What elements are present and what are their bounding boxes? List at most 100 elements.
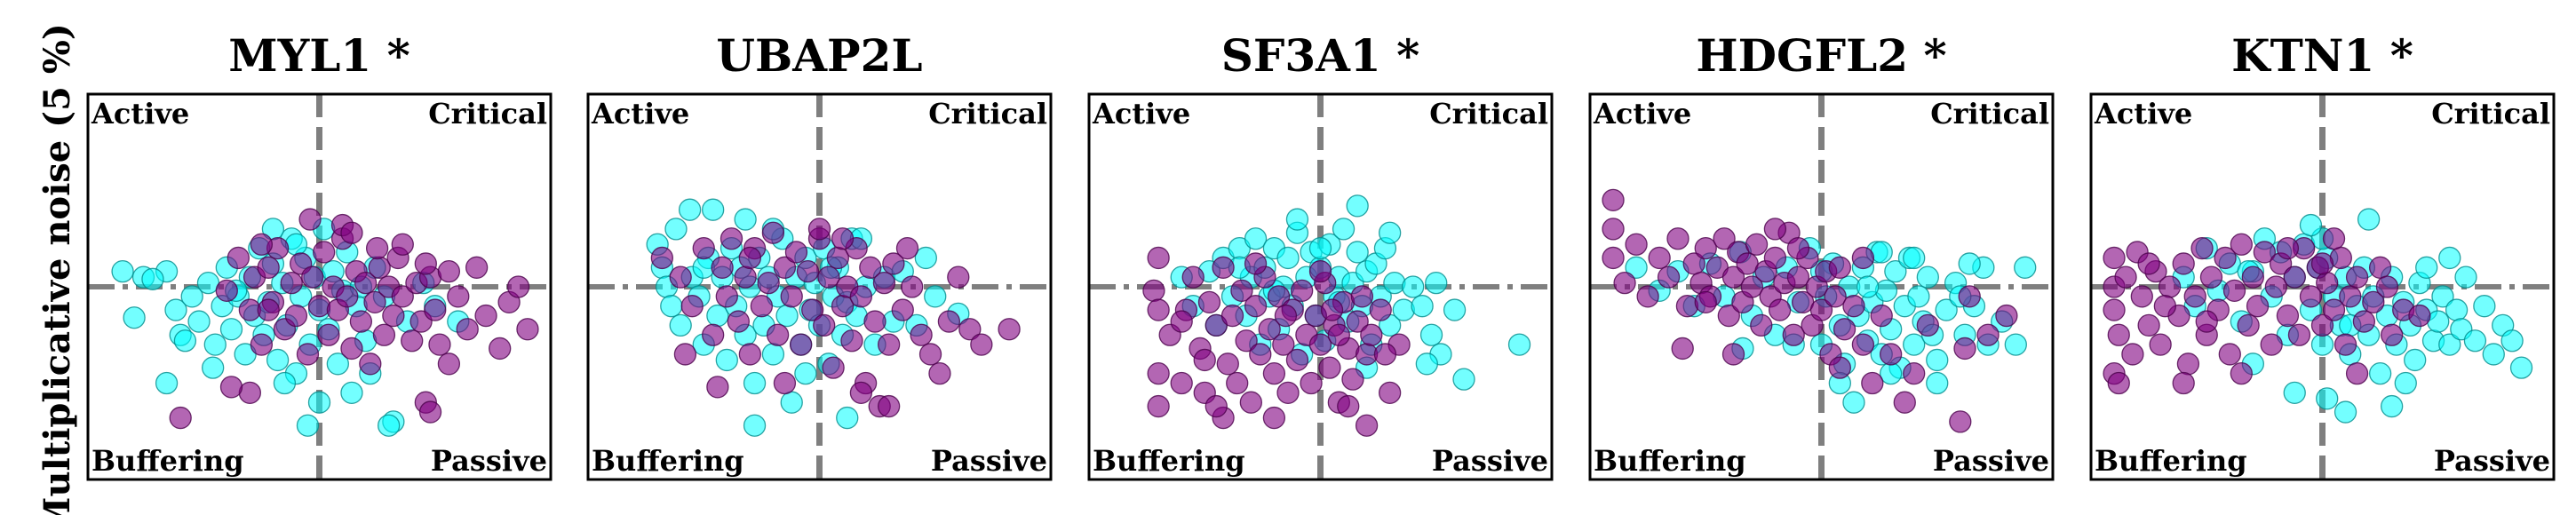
scatter-point <box>250 333 274 356</box>
scatter-point <box>831 227 855 250</box>
scatter-point <box>1694 236 1717 260</box>
scatter-point <box>1694 290 1717 314</box>
quadrant-label-active: Active <box>591 97 689 131</box>
scatter-point <box>706 376 729 399</box>
scatter-point <box>1239 391 1262 414</box>
scatter-point <box>1926 348 1949 372</box>
scatter-point <box>1935 298 1958 321</box>
scatter-point <box>340 381 363 405</box>
scatter-point <box>738 246 761 270</box>
scatter-point <box>1402 275 1425 298</box>
scatter-point <box>1147 298 1170 321</box>
scatter-point <box>465 256 489 279</box>
scatter-point <box>761 221 785 244</box>
scatter-point <box>349 310 373 333</box>
scatter-point <box>2299 213 2323 237</box>
scatter-point <box>901 275 924 298</box>
scatter-point <box>796 259 820 283</box>
scatter-point <box>1602 188 1625 212</box>
scatter-point <box>1276 246 1300 270</box>
scatter-point <box>1809 298 1833 321</box>
quadrant-label-passive: Passive <box>2434 444 2550 478</box>
quadrant-label-buffering: Buffering <box>91 444 244 478</box>
scatter-point <box>1147 361 1170 385</box>
panel-title: SF3A1 * <box>1221 29 1420 82</box>
scatter-point <box>720 227 743 250</box>
scatter-point <box>2237 313 2260 337</box>
scatter-point <box>2352 310 2376 333</box>
scatter-point <box>1373 343 1397 366</box>
scatter-point <box>1828 356 1851 379</box>
quadrant-label-passive: Passive <box>431 444 547 478</box>
scatter-point <box>2218 343 2241 366</box>
scatter-point <box>2482 343 2505 366</box>
scatter-point <box>215 279 238 302</box>
scatter-point <box>2114 265 2137 289</box>
scatter-point <box>1379 221 1402 244</box>
scatter-point <box>474 304 497 328</box>
scatter-point <box>1926 371 1949 395</box>
scatter-point <box>1745 233 1769 256</box>
scatter-point <box>702 323 725 346</box>
scatter-point <box>2230 361 2253 385</box>
scatter-point <box>766 323 790 346</box>
scatter-panel-4: HDGFL2 *Active Critical Buffering Passive <box>1588 29 2055 481</box>
quadrant-label-passive: Passive <box>1432 444 1548 478</box>
scatter-panel-5: KTN1 * Active Critical Buffering Passive <box>2089 29 2556 481</box>
scatter-point <box>822 356 845 379</box>
plot-area <box>1590 94 2053 479</box>
scatter-point <box>365 236 389 260</box>
scatter-point <box>669 313 692 337</box>
scatter-point <box>807 218 831 241</box>
scatter-point <box>340 221 363 244</box>
scatter-point <box>1274 304 1298 328</box>
scatter-point <box>1216 353 1239 376</box>
scatter-point <box>307 391 331 414</box>
scatter-point <box>284 233 308 256</box>
scatter-point <box>257 298 280 321</box>
scatter-point <box>354 272 378 295</box>
scatter-point <box>1205 394 1228 418</box>
scatter-point <box>1625 256 1648 279</box>
scatter-point <box>173 329 197 353</box>
quadrant-label-critical: Critical <box>2431 97 2550 131</box>
scatter-point <box>757 272 780 295</box>
scatter-point <box>773 256 797 279</box>
scatter-point <box>2339 285 2362 308</box>
scatter-point <box>1244 252 1268 275</box>
scatter-point <box>1907 285 1930 308</box>
scatter-point <box>2316 272 2339 295</box>
scatter-point <box>680 295 704 318</box>
scatter-point <box>743 371 767 395</box>
scatter-point <box>1949 410 1972 433</box>
scatter-point <box>1346 194 1369 218</box>
scatter-point <box>734 208 757 231</box>
scatter-point <box>2222 279 2246 302</box>
scatter-point <box>1355 414 1379 437</box>
scatter-point <box>1763 246 1787 270</box>
scatter-point <box>2500 329 2524 353</box>
scatter-point <box>123 306 146 329</box>
plot-frame <box>2089 92 2556 481</box>
scatter-point <box>180 285 203 308</box>
scatter-point <box>437 353 461 376</box>
scatter-point <box>372 323 396 346</box>
scatter-point <box>2195 310 2218 333</box>
scatter-point <box>2473 295 2496 318</box>
scatter-point <box>761 343 785 366</box>
scatter-point <box>2246 295 2270 318</box>
scatter-point <box>516 318 539 341</box>
scatter-point <box>1230 279 1253 302</box>
scatter-point <box>382 304 405 328</box>
scatter-point <box>2287 323 2311 346</box>
scatter-point <box>1786 236 1810 260</box>
scatter-point <box>1392 298 1415 321</box>
scatter-point <box>1874 279 1898 302</box>
scatter-point <box>1346 241 1369 264</box>
scatter-point <box>336 285 359 308</box>
scatter-point <box>2276 236 2300 260</box>
scatter-point <box>187 310 211 333</box>
scatter-point <box>1648 246 1671 270</box>
scatter-point <box>2509 356 2533 379</box>
scatter-point <box>970 333 993 356</box>
